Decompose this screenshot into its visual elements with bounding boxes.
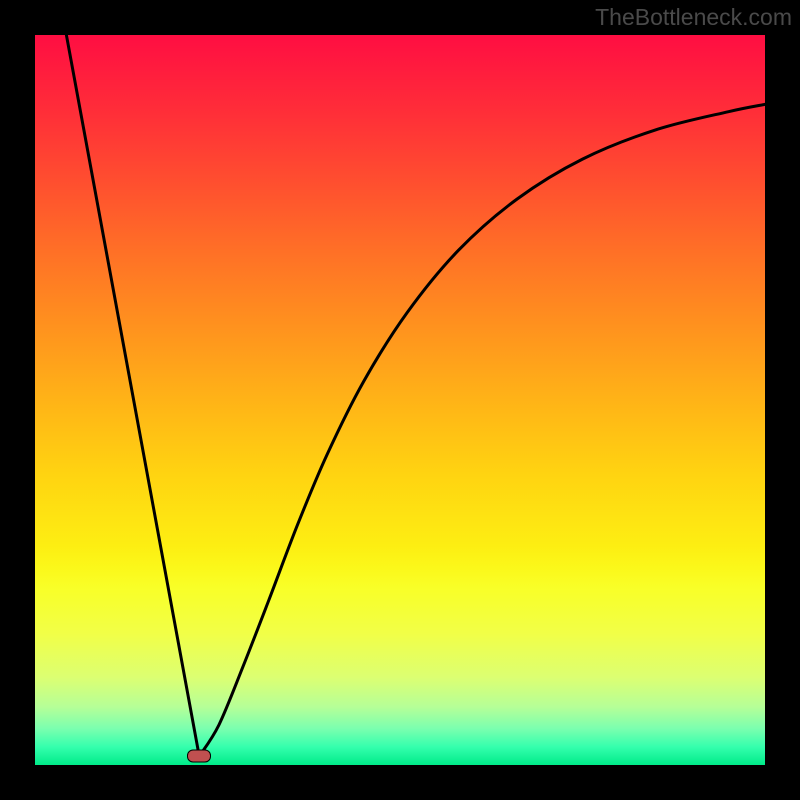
- plot-area: [35, 35, 765, 765]
- bottleneck-curve: [66, 35, 765, 756]
- curve-layer: [35, 35, 765, 765]
- watermark-text: TheBottleneck.com: [595, 4, 792, 31]
- optimal-marker: [187, 750, 211, 763]
